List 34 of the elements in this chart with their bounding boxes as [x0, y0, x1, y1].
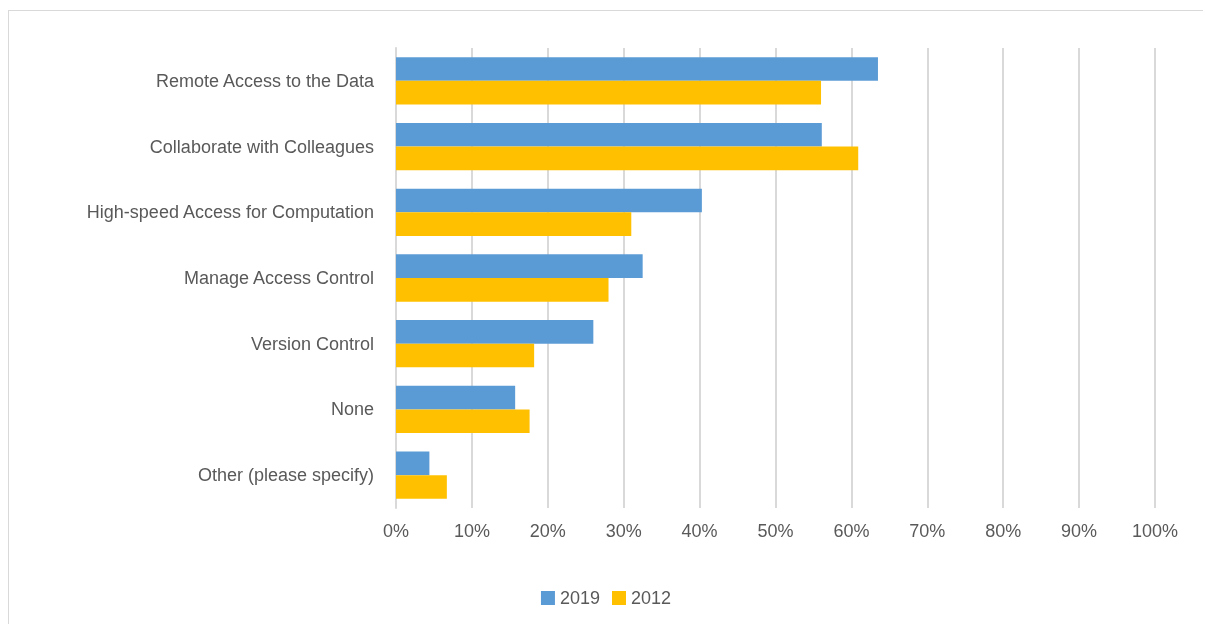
- bar: [396, 278, 609, 302]
- y-tick-label: High-speed Access for Computation: [86, 202, 374, 223]
- y-tick-label: Remote Access to the Data: [155, 70, 375, 91]
- x-tick-label: 20%: [529, 521, 566, 541]
- bar: [396, 146, 859, 171]
- bar: [396, 385, 516, 410]
- bar: [396, 254, 643, 278]
- bar: [396, 57, 878, 81]
- x-tick-label: 0%: [382, 521, 410, 541]
- x-tick-label: 100%: [1131, 521, 1179, 541]
- x-tick-label: 30%: [605, 521, 642, 541]
- bar: [396, 212, 632, 236]
- y-tick-label: Version Control: [250, 333, 374, 354]
- bar: [396, 475, 447, 499]
- x-tick-label: 70%: [909, 521, 946, 541]
- bar: [396, 320, 594, 344]
- x-tick-label: 50%: [757, 521, 794, 541]
- y-tick-label: Collaborate with Colleagues: [149, 136, 374, 157]
- x-tick-label: 90%: [1061, 521, 1098, 541]
- bar: [396, 188, 702, 213]
- bar: [396, 80, 822, 105]
- y-tick-label: None: [330, 399, 374, 420]
- y-tick-label: Other (please specify): [197, 465, 374, 486]
- x-tick-label: 40%: [681, 521, 718, 541]
- legend-label: 2019: [559, 588, 600, 608]
- x-tick-label: 80%: [985, 521, 1022, 541]
- bar: [396, 122, 822, 147]
- bar: [396, 409, 530, 434]
- legend-label: 2012: [631, 588, 672, 608]
- bar: [396, 451, 430, 476]
- bar: [396, 343, 535, 368]
- x-tick-label: 60%: [833, 521, 870, 541]
- y-tick-label: Manage Access Control: [183, 268, 374, 288]
- x-tick-label: 10%: [453, 521, 490, 541]
